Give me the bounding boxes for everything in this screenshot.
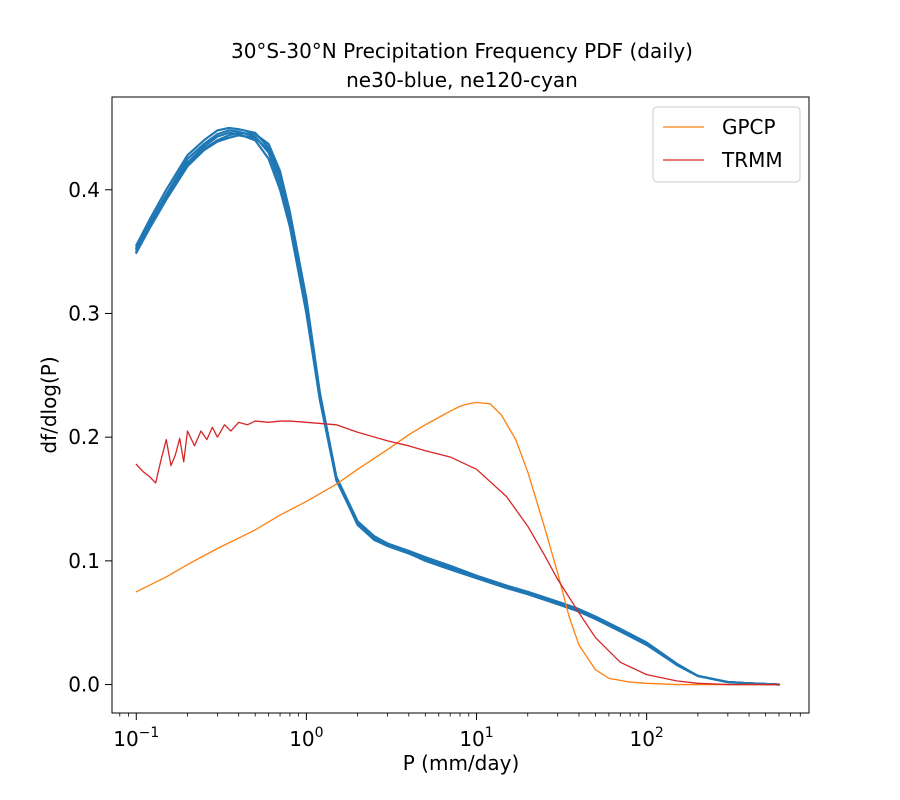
y-tick-label: 0.2 xyxy=(68,425,100,449)
plot-area xyxy=(111,96,810,714)
series-line-trmm xyxy=(135,420,780,686)
y-tick-label: 0.4 xyxy=(68,178,100,202)
axes-frame xyxy=(111,96,810,714)
x-tick-exponent: 1 xyxy=(485,725,494,741)
y-axis: 0.0 0.1 0.2 0.3 0.4 xyxy=(68,178,112,697)
x-axis: 10−1 100 101 102 xyxy=(113,713,801,751)
y-tick-label: 0.0 xyxy=(68,673,100,697)
x-axis-label: P (mm/day) xyxy=(403,751,520,775)
x-tick-base: 10 xyxy=(113,727,138,751)
legend-label-gpcp: GPCP xyxy=(722,115,776,139)
chart-title: 30°S-30°N Precipitation Frequency PDF (d… xyxy=(231,39,693,63)
x-tick-exponent: 0 xyxy=(315,725,324,741)
x-tick-base: 10 xyxy=(289,727,314,751)
x-tick-base: 10 xyxy=(629,727,654,751)
x-tick-exponent: 2 xyxy=(655,725,664,741)
y-tick-label: 0.3 xyxy=(68,301,100,325)
x-tick-exponent: −1 xyxy=(139,725,160,741)
y-tick-label: 0.1 xyxy=(68,549,100,573)
series-layer xyxy=(135,126,781,686)
x-tick-base: 10 xyxy=(459,727,484,751)
series-line-ne30-5 xyxy=(135,134,781,686)
x-tick-label: 101 xyxy=(459,725,493,751)
legend-box xyxy=(652,106,801,183)
x-tick-label: 100 xyxy=(289,725,323,751)
series-line-gpcp xyxy=(135,401,780,686)
axes-background xyxy=(112,97,809,713)
x-tick-label: 10−1 xyxy=(113,725,159,751)
x-tick-label: 102 xyxy=(629,725,663,751)
legend: GPCP TRMM xyxy=(652,106,801,183)
y-axis-label: df/dlog(P) xyxy=(37,356,61,453)
chart-subtitle: ne30-blue, ne120-cyan xyxy=(346,68,578,92)
legend-label-trmm: TRMM xyxy=(721,148,783,172)
